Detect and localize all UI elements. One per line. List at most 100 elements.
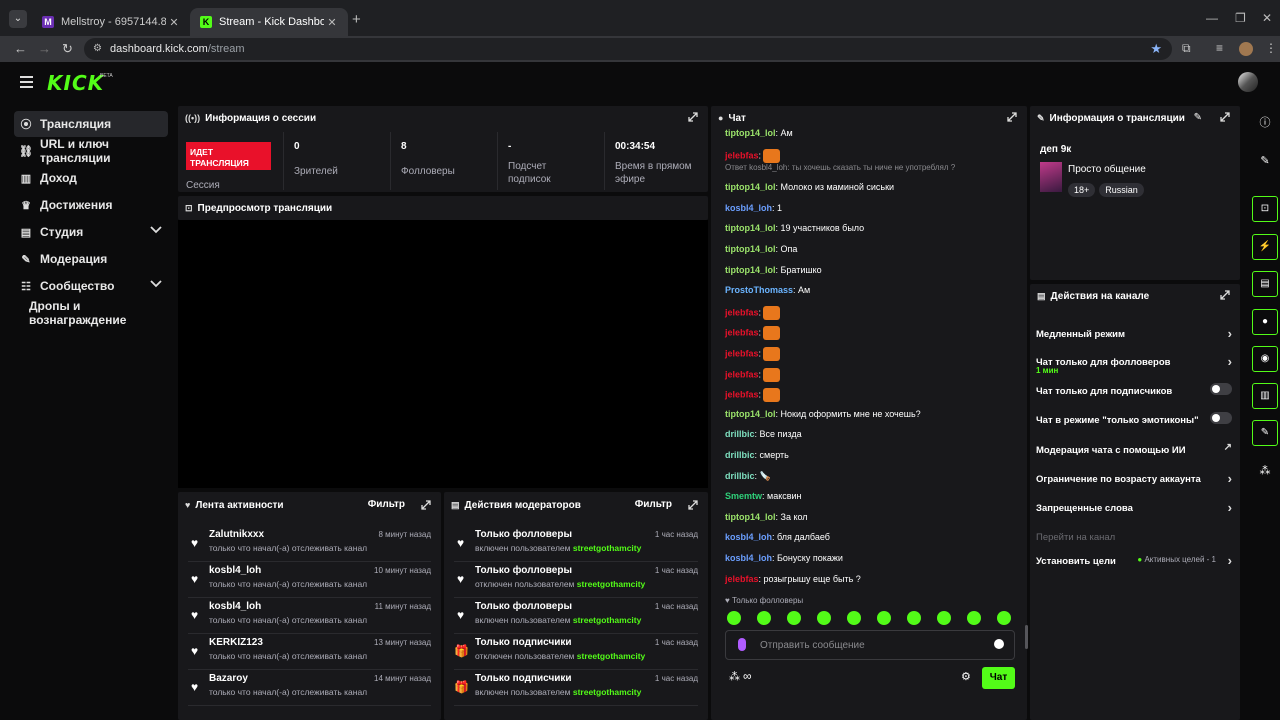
mod-action-item[interactable]: ♥ Только фолловеры отключен пользователем …	[454, 562, 698, 598]
toggle-switch[interactable]	[1210, 412, 1232, 424]
sidebar-item-community[interactable]: ☷ Сообщество	[14, 273, 168, 299]
emote-icon[interactable]	[727, 611, 741, 625]
chat-username[interactable]: jelebfas	[725, 327, 759, 338]
channel-action-row[interactable]: Чат только для фолловеров 1 мин ›	[1036, 354, 1232, 375]
site-info-icon[interactable]: ⚙	[93, 43, 102, 54]
chat-username[interactable]: tiptop14_lol	[725, 511, 776, 522]
channel-action-row[interactable]: Чат только для подписчиков	[1036, 383, 1232, 399]
category-thumbnail[interactable]	[1040, 162, 1062, 192]
rail-document-icon[interactable]: ▤	[1252, 271, 1278, 297]
mod-username[interactable]: streetgothamcity	[576, 579, 646, 589]
activity-filter-button[interactable]: Фильтр	[367, 499, 405, 510]
popout-icon[interactable]	[688, 112, 698, 122]
chat-username[interactable]: jelebfas	[725, 573, 759, 584]
sidebar-item-moderation[interactable]: ✎ Модерация	[14, 246, 168, 272]
chat-username[interactable]: drillbic	[725, 450, 755, 460]
activity-item[interactable]: ♥ Zalutnikxxx только что начал(-а) отслежи…	[188, 526, 431, 562]
chat-username[interactable]: jelebfas	[725, 368, 759, 379]
media-control-icon[interactable]: ≡	[1216, 41, 1224, 55]
mod-action-item[interactable]: 🎁 Только подписчики включен пользователем …	[454, 670, 698, 706]
bookmark-star-icon[interactable]: ★	[1150, 41, 1162, 56]
emote-icon[interactable]	[937, 611, 951, 625]
sidebar-item-url-key[interactable]: ⛓ URL и ключ трансляции	[14, 137, 168, 165]
maximize-icon[interactable]: ❐	[1235, 11, 1246, 25]
activity-username[interactable]: Bazaroy	[209, 673, 248, 684]
emote-icon[interactable]	[877, 611, 891, 625]
mod-action-item[interactable]: 🎁 Только подписчики отключен пользователем…	[454, 634, 698, 670]
chat-username[interactable]: Smemtw	[725, 491, 763, 502]
popout-icon[interactable]	[688, 500, 698, 510]
rail-preview-icon[interactable]: ⊡	[1252, 196, 1278, 222]
chevron-right-icon[interactable]: ›	[1227, 471, 1232, 486]
chevron-down-icon[interactable]	[150, 226, 162, 234]
extensions-icon[interactable]: ⧉	[1182, 41, 1191, 55]
chat-username[interactable]: jelebfas	[725, 389, 759, 400]
close-tab-icon[interactable]: ✕	[169, 16, 179, 29]
channel-action-row[interactable]: Медленный режим ›	[1036, 326, 1232, 342]
popout-icon[interactable]	[1220, 290, 1230, 300]
popout-icon[interactable]	[1220, 112, 1230, 122]
user-avatar[interactable]	[1238, 72, 1258, 92]
rail-chat-icon[interactable]: ●	[1252, 309, 1278, 335]
edit-icon[interactable]: ✎	[1193, 112, 1202, 123]
browser-tab-active[interactable]: K Stream - Kick Dashboard ✕	[190, 8, 348, 36]
activity-username[interactable]: KERKIZ123	[209, 637, 263, 648]
chat-username[interactable]: jelebfas	[725, 149, 759, 160]
rail-users-icon[interactable]: ⁂	[1259, 465, 1271, 477]
back-icon[interactable]: ←	[14, 41, 27, 56]
emote-icon[interactable]	[787, 611, 801, 625]
chat-username[interactable]: jelebfas	[725, 348, 759, 359]
activity-item[interactable]: ♥ kosbl4_loh только что начал(-а) отслежив…	[188, 562, 431, 598]
menu-icon[interactable]	[20, 76, 33, 91]
sidebar-item-income[interactable]: ▥ Доход	[14, 165, 168, 191]
chat-username[interactable]: drillbic	[725, 470, 755, 481]
chevron-right-icon[interactable]: ›	[1227, 326, 1232, 341]
rail-lightning-icon[interactable]: ⚡	[1252, 234, 1278, 260]
sidebar-item-drops[interactable]: Дропы и вознаграждение	[14, 299, 168, 327]
edit-icon[interactable]: ✎	[1260, 155, 1270, 167]
forward-icon[interactable]: →	[38, 41, 51, 56]
sidebar-item-achievements[interactable]: ♛ Достижения	[14, 192, 168, 218]
minimize-icon[interactable]: —	[1206, 11, 1218, 25]
chat-username[interactable]: tiptop14_lol	[725, 244, 776, 254]
channel-action-row[interactable]: Модерация чата с помощью ИИ ↗	[1036, 442, 1232, 458]
channel-action-row[interactable]: Запрещенные слова ›	[1036, 500, 1232, 516]
kick-logo[interactable]: KICK	[47, 71, 105, 95]
mod-username[interactable]: streetgothamcity	[572, 687, 642, 697]
sidebar-item-studio[interactable]: ▤ Студия	[14, 219, 168, 245]
chat-settings-gear-icon[interactable]: ⚙	[961, 671, 971, 683]
emote-icon[interactable]	[967, 611, 981, 625]
sidebar-item-stream[interactable]: ⦿ Трансляция	[14, 111, 168, 137]
chat-username[interactable]: ProstoThomass	[725, 285, 794, 296]
reload-icon[interactable]: ↻	[62, 41, 73, 56]
emoji-picker-icon[interactable]	[994, 639, 1004, 649]
chevron-down-icon[interactable]	[150, 280, 162, 288]
category-name[interactable]: Просто общение	[1068, 164, 1146, 175]
mic-icon[interactable]	[738, 638, 746, 651]
mod-username[interactable]: streetgothamcity	[572, 543, 642, 553]
emote-icon[interactable]	[817, 611, 831, 625]
chat-username[interactable]: tiptop14_lol	[725, 408, 776, 419]
chat-username[interactable]: tiptop14_lol	[725, 223, 776, 234]
emote-icon[interactable]	[847, 611, 861, 625]
mod-action-item[interactable]: ♥ Только фолловеры включен пользователем s…	[454, 526, 698, 562]
chat-username[interactable]: kosbl4_loh	[725, 553, 773, 563]
rail-wrench-icon[interactable]: ✎	[1252, 420, 1278, 446]
profile-avatar[interactable]	[1239, 42, 1253, 56]
chat-scrollbar[interactable]	[1025, 625, 1028, 649]
activity-username[interactable]: kosbl4_loh	[209, 565, 262, 576]
external-link-icon[interactable]: ↗	[1223, 442, 1232, 453]
mod-username[interactable]: streetgothamcity	[572, 615, 642, 625]
rail-broadcast-icon[interactable]: ◉	[1252, 346, 1278, 372]
activity-username[interactable]: kosbl4_loh	[209, 601, 262, 612]
popout-icon[interactable]	[421, 500, 431, 510]
chat-username[interactable]: jelebfas	[725, 307, 759, 318]
emote-icon[interactable]	[997, 611, 1011, 625]
channel-action-row[interactable]: Чат в режиме "только эмотиконы"	[1036, 412, 1232, 428]
send-chat-button[interactable]: Чат	[982, 667, 1015, 689]
tab-search-button[interactable]: ⌄	[9, 10, 27, 28]
mod-username[interactable]: streetgothamcity	[576, 651, 646, 661]
browser-tab[interactable]: M Mellstroy - 6957144.83154327 ✕	[32, 8, 190, 36]
chat-username[interactable]: tiptop14_lol	[725, 264, 776, 275]
url-field[interactable]: ⚙ dashboard.kick.com/stream ★	[84, 38, 1172, 60]
